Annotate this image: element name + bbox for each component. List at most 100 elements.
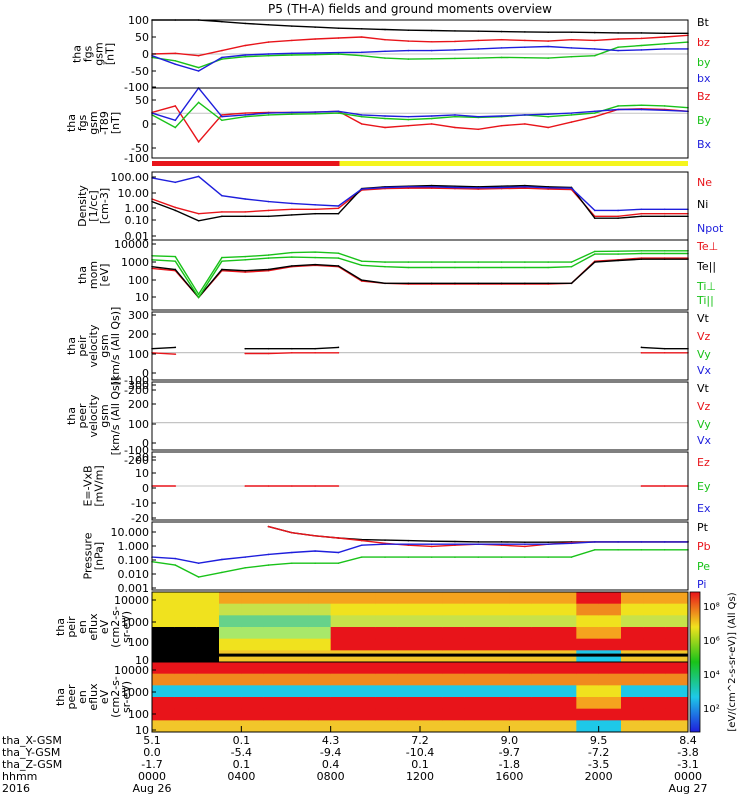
spectrogram-cell: [487, 615, 510, 628]
spectrogram-cell: [665, 638, 689, 651]
data-point: [384, 28, 386, 31]
spectrogram-cell: [442, 627, 466, 640]
data-point: [477, 188, 480, 190]
data-point: [430, 40, 433, 43]
spectrogram-cell: [241, 708, 265, 721]
data-point: [547, 266, 549, 269]
data-point: [500, 543, 503, 546]
data-point: [477, 57, 480, 59]
data-point: [384, 539, 386, 541]
data-point: [314, 113, 316, 115]
spectrogram-cell: [464, 627, 488, 640]
series-Te⊥: [151, 257, 688, 299]
series-bx: [151, 45, 688, 72]
spectrogram-cell: [241, 627, 265, 640]
data-point: [221, 119, 223, 122]
panel-10: 10000100010010thapeerenefluxeV(cm2-s-sr-…: [54, 661, 689, 737]
data-point: [430, 57, 433, 60]
spectrogram-cell: [286, 685, 309, 698]
spectrogram-cell: [487, 592, 510, 605]
data-point: [430, 115, 433, 117]
y-tick-label: 100: [128, 418, 149, 431]
panel-label-line: tha: [65, 114, 78, 132]
figure-title: P5 (TH-A) fields and ground moments over…: [268, 2, 552, 16]
data-point: [384, 186, 386, 189]
spectrogram-cell: [263, 627, 287, 640]
data-point: [407, 187, 410, 190]
data-point: [221, 56, 223, 59]
x-tick-gsm-y: 0.0: [143, 746, 161, 759]
data-point: [174, 564, 177, 566]
data-point: [663, 212, 666, 215]
data-point: [267, 257, 270, 259]
x-tick-hhmm: 0000: [138, 770, 166, 783]
spectrogram-cell: [442, 697, 466, 710]
spectrogram-cell: [420, 615, 443, 628]
panel-label-line: Density: [76, 185, 89, 227]
spectrogram-cell: [196, 592, 220, 605]
spectrogram-cell: [509, 720, 533, 733]
spectrogram-cell: [397, 638, 421, 651]
spectrogram-cell: [263, 603, 287, 616]
spectrogram-cell: [442, 638, 466, 651]
data-point: [337, 485, 340, 487]
spectrogram-cell: [621, 662, 644, 675]
data-point: [384, 265, 386, 268]
spectrogram-cell: [531, 708, 555, 721]
data-point: [663, 549, 666, 551]
spectrogram-cell: [420, 592, 443, 605]
panel-label-line: gsm: [87, 111, 100, 134]
data-point: [360, 279, 363, 281]
data-point: [174, 105, 177, 107]
spectrogram-cell: [219, 697, 242, 710]
data-point: [524, 46, 526, 48]
y-tick-label: 100: [128, 636, 149, 649]
spectrogram-cell: [330, 685, 354, 698]
spectrogram-cell: [286, 603, 309, 616]
data-point: [174, 260, 177, 263]
data-point: [337, 112, 340, 114]
spectrogram-cell: [464, 662, 488, 675]
data-point: [337, 265, 340, 267]
panel-label-line: [km/s (All Qs)]: [109, 307, 122, 386]
data-point: [197, 212, 200, 215]
data-point: [593, 209, 596, 212]
spectrogram-cell: [442, 720, 466, 733]
series-Pi: [151, 541, 688, 564]
series-Ti⊥: [151, 252, 688, 299]
panel-label-line: [mV/m]: [93, 465, 106, 506]
spectrogram-cell: [353, 685, 376, 698]
spectrogram-cell: [308, 603, 332, 616]
panel-7: 20 10 0 -10 -20 E=-VxB[mV/m] Ez Ey Ex: [82, 451, 711, 525]
panel-label-line: tha: [71, 45, 84, 63]
panel-label-line: tha: [65, 407, 78, 425]
colorbar-tick: 10⁶: [703, 636, 720, 647]
spectrogram-cell: [487, 627, 510, 640]
y-tick-label: 0.001: [118, 582, 150, 595]
data-point: [547, 126, 549, 129]
spectrogram-cell: [576, 697, 600, 710]
y-tick-label: 1000: [121, 616, 149, 629]
data-point: [593, 115, 596, 118]
spectrogram-cell: [643, 673, 667, 686]
y-tick-label: -200: [124, 384, 149, 397]
spectrogram-cell: [554, 615, 577, 628]
legend-bz: bz: [697, 36, 710, 49]
data-point: [197, 101, 200, 104]
spectrogram-cell: [442, 673, 466, 686]
spectrogram-cell: [263, 592, 287, 605]
spectrogram-cell: [621, 673, 644, 686]
data-point: [640, 258, 643, 260]
data-point: [617, 541, 619, 543]
data-point: [197, 562, 200, 564]
y-tick-label: 10000: [114, 664, 149, 677]
y-tick-label: 0.01: [125, 230, 150, 243]
data-point: [244, 115, 247, 118]
spectrogram-cell: [643, 638, 667, 651]
panel-label-line: peir: [65, 616, 78, 638]
spectrogram-cell: [330, 697, 354, 710]
data-point: [221, 571, 223, 574]
legend-Npot: Npot: [697, 222, 724, 235]
series-Ti||: [151, 250, 688, 296]
data-point: [291, 208, 293, 211]
